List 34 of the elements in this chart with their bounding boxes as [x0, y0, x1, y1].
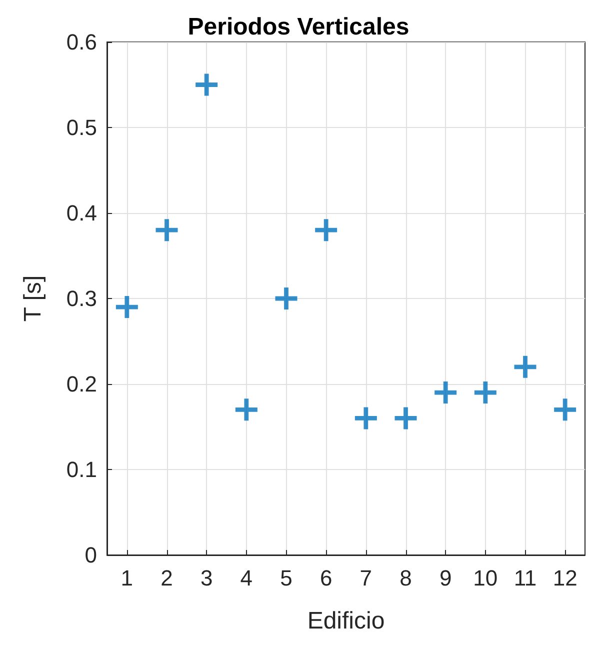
y-tick-label: 0.2	[66, 372, 97, 396]
x-tick-label: 9	[439, 566, 452, 590]
y-tick-label: 0.4	[66, 200, 97, 226]
point	[116, 296, 138, 318]
x-tick-label: 6	[320, 566, 332, 590]
x-tick-label: 4	[240, 566, 253, 590]
point	[554, 398, 576, 421]
point	[394, 407, 417, 430]
x-tick-label: 7	[360, 566, 372, 590]
y-tick-label: 0.3	[66, 286, 97, 311]
x-tick-label: 8	[400, 566, 412, 590]
x-tick-label: 1	[120, 566, 134, 590]
x-tick-label: 11	[514, 566, 537, 590]
point	[434, 382, 457, 404]
point	[275, 288, 298, 310]
point	[474, 382, 496, 404]
point	[315, 219, 338, 242]
chart-title: Periodos Verticales	[188, 14, 410, 40]
x-tick-label: 12	[552, 566, 578, 590]
y-axis-title: T [s]	[20, 275, 46, 322]
point	[235, 398, 258, 421]
x-tick-label: 5	[280, 566, 292, 590]
x-tick-label: 3	[200, 566, 213, 590]
point	[354, 407, 377, 430]
y-tick-label: 0.6	[66, 30, 97, 54]
point	[156, 219, 178, 242]
point	[514, 356, 536, 378]
x-tick-label: 2	[160, 566, 173, 590]
x-axis-title: Edificio	[307, 608, 385, 634]
point	[196, 74, 218, 96]
y-tick-label: 0.1	[66, 457, 97, 482]
y-tick-label: 0	[84, 542, 97, 568]
x-tick-label: 10	[473, 566, 498, 590]
y-tick-label: 0.5	[66, 115, 97, 140]
